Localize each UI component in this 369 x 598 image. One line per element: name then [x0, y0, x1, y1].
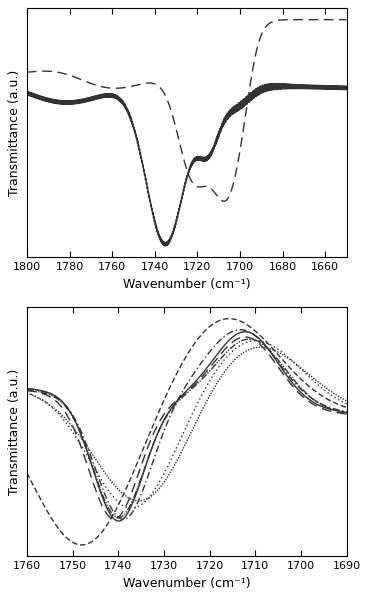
Y-axis label: Transmittance (a.u.): Transmittance (a.u.) — [8, 69, 21, 196]
Y-axis label: Transmittance (a.u.): Transmittance (a.u.) — [8, 368, 21, 495]
X-axis label: Wavenumber (cm⁻¹): Wavenumber (cm⁻¹) — [123, 277, 251, 291]
X-axis label: Wavenumber (cm⁻¹): Wavenumber (cm⁻¹) — [123, 576, 251, 590]
